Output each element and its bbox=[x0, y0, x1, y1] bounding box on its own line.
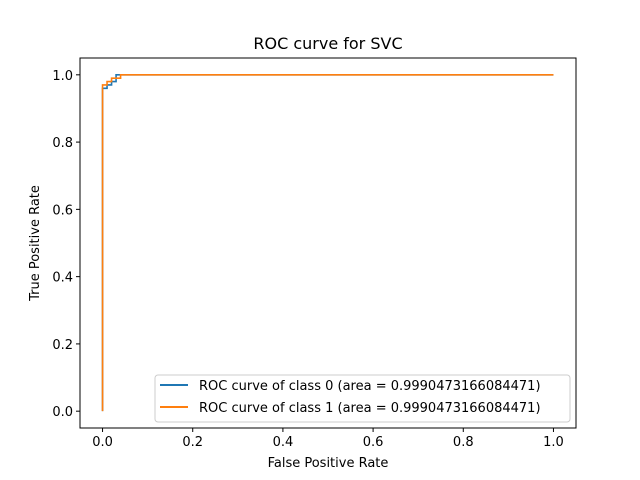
x-tick-label: 0.8 bbox=[453, 435, 474, 450]
y-axis-ticks: 0.0 0.2 0.4 0.6 0.8 1.0 bbox=[52, 69, 80, 420]
legend-box bbox=[154, 374, 571, 423]
x-tick-label: 0.2 bbox=[182, 435, 203, 450]
chart-title: ROC curve for SVC bbox=[253, 34, 402, 53]
x-tick-label: 0.4 bbox=[273, 435, 294, 450]
roc-line-class-1 bbox=[101, 74, 554, 412]
x-tick-label: 0.0 bbox=[92, 435, 113, 450]
y-tick-label: 0.2 bbox=[52, 338, 73, 353]
y-axis-label: True Positive Rate bbox=[28, 185, 43, 302]
y-tick-label: 1.0 bbox=[52, 69, 73, 84]
x-axis-ticks: 0.0 0.2 0.4 0.6 0.8 1.0 bbox=[92, 428, 564, 450]
legend-label-class-0: ROC curve of class 0 (area = 0.999047316… bbox=[199, 379, 541, 394]
legend-label-class-1: ROC curve of class 1 (area = 0.999047316… bbox=[199, 401, 541, 416]
plot-area bbox=[80, 58, 576, 428]
legend: ROC curve of class 0 (area = 0.999047316… bbox=[154, 374, 571, 423]
x-tick-label: 1.0 bbox=[543, 435, 564, 450]
plot-frame bbox=[79, 57, 577, 429]
y-tick-label: 0.0 bbox=[52, 405, 73, 420]
roc-line-class-0 bbox=[101, 74, 554, 412]
y-tick-label: 0.8 bbox=[52, 136, 73, 151]
y-tick-label: 0.4 bbox=[52, 271, 73, 286]
x-tick-label: 0.6 bbox=[363, 435, 384, 450]
series-layer bbox=[101, 74, 554, 412]
y-tick-label: 0.6 bbox=[52, 203, 73, 218]
x-axis-label: False Positive Rate bbox=[268, 456, 389, 471]
